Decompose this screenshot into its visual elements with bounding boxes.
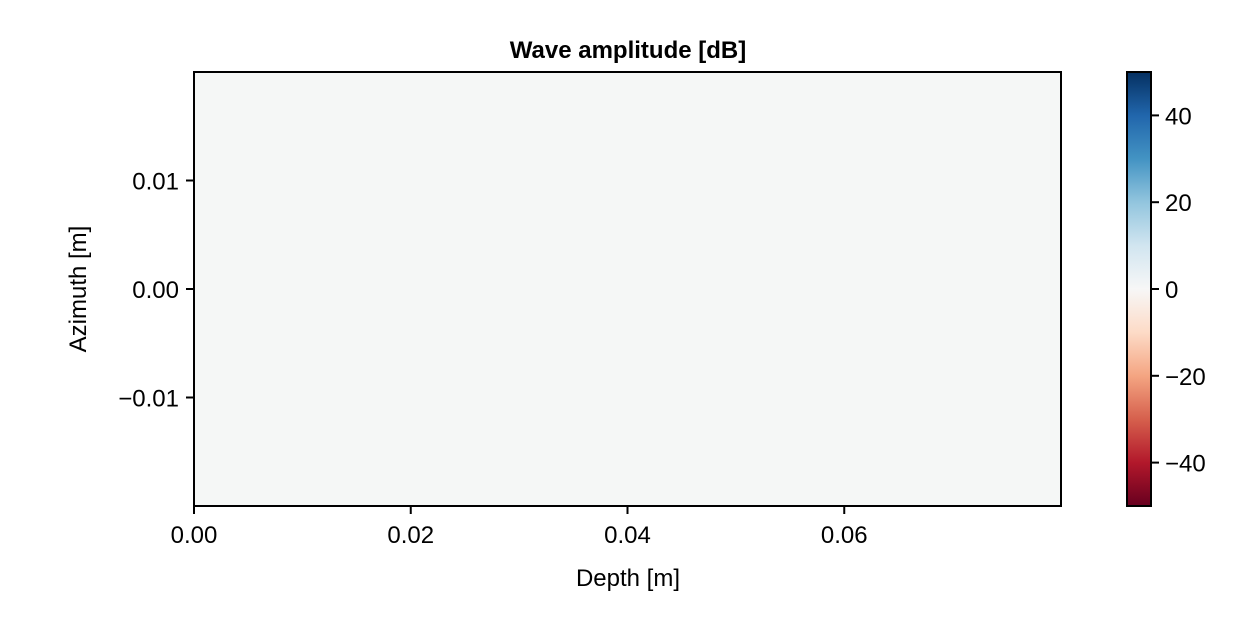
x-tick-label: 0.04 [604, 522, 651, 549]
x-axis: 0.00 0.02 0.04 0.06 [171, 506, 868, 549]
colorbar-tick-label: 0 [1165, 277, 1178, 304]
x-tick-label: 0.02 [387, 522, 434, 549]
chart-title: Wave amplitude [dB] [510, 37, 746, 64]
y-axis-label: Azimuth [m] [65, 226, 92, 353]
colorbar-tick-label: 20 [1165, 190, 1192, 217]
colorbar-axis: 40 20 0 −20 −40 [1151, 103, 1206, 478]
colorbar-tick-label: −20 [1165, 364, 1206, 391]
y-tick-label: 0.00 [132, 277, 179, 304]
x-axis-label: Depth [m] [576, 565, 680, 592]
x-tick-label: 0.00 [171, 522, 218, 549]
colorbar-tick-label: 40 [1165, 103, 1192, 130]
y-axis: 0.01 0.00 −0.01 [118, 169, 194, 413]
heatmap-plot-area [194, 72, 1061, 506]
y-tick-label: 0.01 [132, 169, 179, 196]
y-tick-label: −0.01 [118, 386, 179, 413]
x-tick-label: 0.06 [821, 522, 868, 549]
colorbar [1127, 72, 1151, 506]
colorbar-tick-label: −40 [1165, 451, 1206, 478]
